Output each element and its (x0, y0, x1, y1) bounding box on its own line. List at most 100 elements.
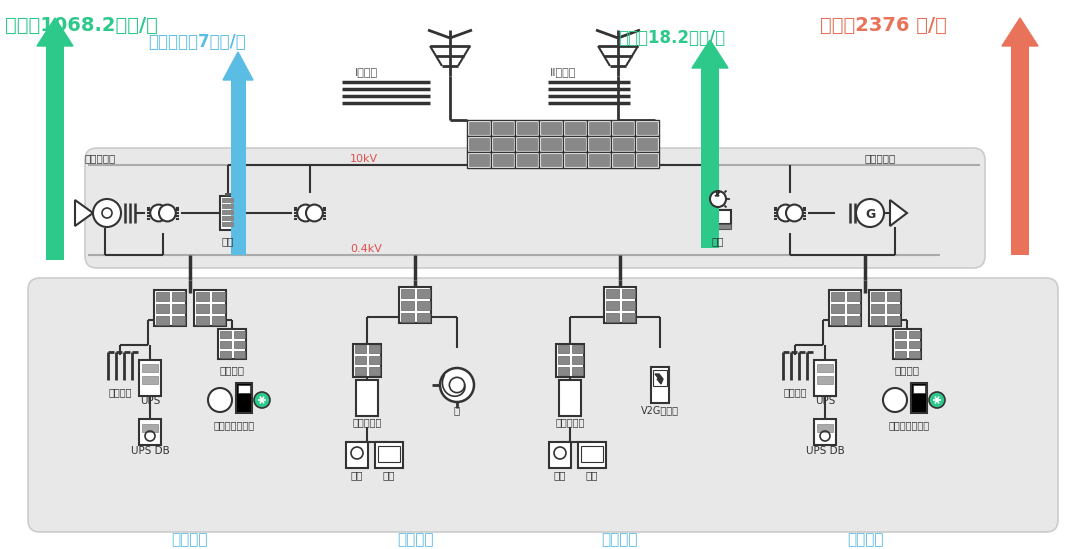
Bar (156, 292, 168, 300)
Bar (571, 367, 582, 375)
Circle shape (440, 368, 474, 402)
Bar (541, 122, 561, 134)
Bar (589, 154, 609, 166)
Bar (222, 222, 234, 227)
Bar (346, 442, 368, 468)
Bar (563, 120, 588, 136)
Bar (492, 138, 513, 150)
Text: 泵、风机、照明: 泵、风机、照明 (214, 420, 255, 430)
Bar (635, 120, 659, 136)
Bar (613, 138, 633, 150)
Circle shape (297, 205, 314, 221)
Bar (212, 316, 225, 324)
Bar (887, 316, 900, 324)
Text: 沼气发电机: 沼气发电机 (864, 153, 895, 163)
Bar (847, 304, 860, 312)
Bar (539, 136, 563, 152)
Bar (195, 304, 208, 312)
Text: I路电源: I路电源 (355, 67, 378, 77)
Bar (894, 350, 905, 357)
Bar (604, 287, 636, 323)
Bar (557, 356, 568, 364)
Bar (637, 154, 657, 166)
Bar (467, 152, 491, 168)
Text: 绿电：1068.2万度/年: 绿电：1068.2万度/年 (5, 16, 158, 35)
Bar (829, 290, 861, 326)
Bar (578, 442, 606, 468)
Polygon shape (654, 374, 663, 384)
Bar (870, 316, 883, 324)
Bar (172, 316, 185, 324)
Bar (469, 122, 489, 134)
Text: 大功率设备: 大功率设备 (555, 417, 584, 427)
Bar (563, 152, 588, 168)
Circle shape (93, 199, 121, 227)
Bar (238, 385, 249, 393)
Bar (141, 424, 158, 432)
Bar (220, 196, 237, 230)
Bar (141, 376, 158, 384)
Polygon shape (75, 200, 93, 226)
Polygon shape (222, 52, 253, 80)
Bar (233, 330, 244, 338)
Bar (816, 376, 833, 384)
Bar (194, 290, 226, 326)
Bar (172, 292, 185, 300)
Bar (613, 154, 633, 166)
Bar (417, 289, 430, 298)
FancyBboxPatch shape (28, 278, 1058, 532)
Bar (908, 350, 919, 357)
Text: 关键工艺: 关键工艺 (219, 365, 244, 375)
Bar (539, 152, 563, 168)
Bar (417, 312, 430, 322)
Text: 10kV: 10kV (350, 154, 378, 164)
Bar (378, 446, 400, 462)
Bar (368, 345, 379, 353)
Bar (565, 154, 585, 166)
Bar (565, 122, 585, 134)
Text: 一般负荷: 一般负荷 (396, 533, 433, 547)
Text: UPS DB: UPS DB (806, 446, 845, 456)
Bar (219, 350, 230, 357)
Bar (887, 304, 900, 312)
Bar (635, 136, 659, 152)
Text: 泵、风机、照明: 泵、风机、照明 (889, 420, 930, 430)
Bar (563, 136, 588, 152)
Polygon shape (890, 200, 907, 226)
Bar (556, 344, 584, 377)
Text: 绿电：18.2万度/年: 绿电：18.2万度/年 (618, 29, 725, 47)
Bar (212, 304, 225, 312)
Bar (141, 364, 158, 372)
Bar (621, 289, 635, 298)
Bar (491, 152, 515, 168)
Bar (613, 122, 633, 134)
Bar (913, 385, 924, 393)
Bar (606, 300, 619, 310)
Bar (814, 419, 836, 445)
Text: 一般负荷: 一般负荷 (602, 533, 638, 547)
Bar (705, 210, 731, 224)
Bar (469, 154, 489, 166)
Text: UPS: UPS (139, 396, 160, 406)
Bar (517, 138, 537, 150)
Bar (893, 329, 921, 359)
Bar (637, 138, 657, 150)
Bar (571, 345, 582, 353)
Bar (417, 300, 430, 310)
FancyBboxPatch shape (85, 148, 985, 268)
Bar (375, 442, 403, 468)
Bar (908, 340, 919, 348)
Bar (559, 380, 581, 416)
Text: 关键负荷: 关键负荷 (172, 533, 208, 547)
Bar (230, 80, 245, 255)
Bar (219, 330, 230, 338)
Bar (847, 316, 860, 324)
Bar (467, 136, 491, 152)
Circle shape (929, 392, 945, 408)
Text: 沼气发电机: 沼气发电机 (84, 153, 116, 163)
Bar (195, 292, 208, 300)
Bar (517, 122, 537, 134)
Bar (225, 193, 231, 196)
Bar (549, 442, 571, 468)
Text: 关键工艺: 关键工艺 (894, 365, 919, 375)
